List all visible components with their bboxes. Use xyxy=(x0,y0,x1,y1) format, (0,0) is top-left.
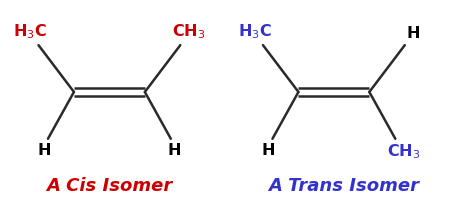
Text: CH$_3$: CH$_3$ xyxy=(172,23,206,41)
Text: H: H xyxy=(262,142,275,158)
Text: A Trans Isomer: A Trans Isomer xyxy=(268,177,419,195)
Text: H$_3$C: H$_3$C xyxy=(237,23,272,41)
Text: A Cis Isomer: A Cis Isomer xyxy=(46,177,173,195)
Text: H: H xyxy=(37,142,51,158)
Text: CH$_3$: CH$_3$ xyxy=(387,142,420,161)
Text: H: H xyxy=(407,26,420,41)
Text: H: H xyxy=(168,142,182,158)
Text: H$_3$C: H$_3$C xyxy=(13,23,47,41)
